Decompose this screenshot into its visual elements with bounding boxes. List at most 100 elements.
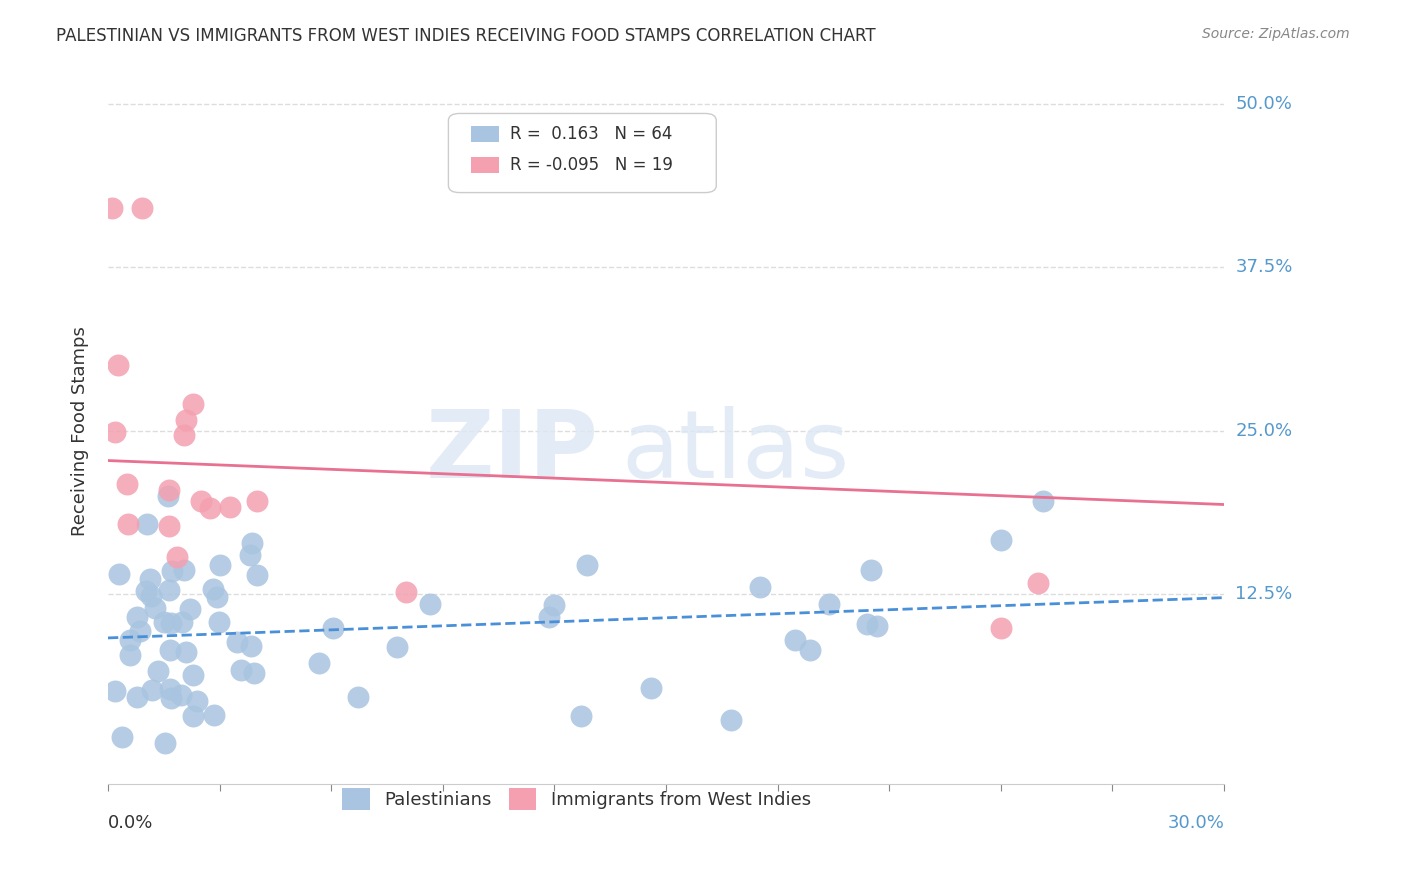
Text: 12.5%: 12.5%	[1236, 585, 1292, 603]
Point	[159, 642, 181, 657]
Point	[118, 633, 141, 648]
Point	[576, 558, 599, 573]
Point	[170, 615, 193, 630]
Point	[125, 690, 148, 704]
Point	[242, 665, 264, 680]
Point	[394, 585, 416, 599]
Point	[799, 642, 821, 657]
Point	[174, 644, 197, 658]
Point	[198, 500, 221, 515]
Point	[115, 476, 138, 491]
Legend: Palestinians, Immigrants from West Indies: Palestinians, Immigrants from West Indie…	[335, 780, 818, 817]
Point	[186, 694, 208, 708]
Point	[170, 688, 193, 702]
Point	[246, 568, 269, 582]
Point	[240, 639, 263, 653]
Point	[990, 533, 1012, 547]
Point	[160, 691, 183, 706]
Point	[229, 663, 252, 677]
Point	[125, 610, 148, 624]
Point	[240, 535, 263, 549]
Point	[146, 664, 169, 678]
Point	[181, 708, 204, 723]
Point	[111, 731, 134, 745]
Point	[139, 572, 162, 586]
Point	[156, 489, 179, 503]
Point	[166, 549, 188, 564]
Point	[1026, 576, 1049, 591]
Point	[117, 517, 139, 532]
Point	[104, 684, 127, 698]
Point	[322, 621, 344, 635]
Point	[143, 601, 166, 615]
Point	[387, 640, 409, 654]
Point	[162, 565, 184, 579]
Text: 0.0%: 0.0%	[108, 814, 153, 832]
Point	[205, 590, 228, 604]
Point	[817, 597, 839, 611]
Point	[225, 635, 247, 649]
Point	[543, 598, 565, 612]
Text: R = -0.095   N = 19: R = -0.095 N = 19	[510, 156, 672, 174]
Point	[107, 566, 129, 581]
Point	[855, 616, 877, 631]
Point	[181, 668, 204, 682]
FancyBboxPatch shape	[449, 113, 716, 193]
Point	[749, 580, 772, 594]
Point	[860, 563, 883, 577]
Point	[219, 500, 242, 515]
Point	[135, 516, 157, 531]
Point	[153, 737, 176, 751]
Point	[103, 425, 125, 439]
Point	[239, 549, 262, 563]
Text: PALESTINIAN VS IMMIGRANTS FROM WEST INDIES RECEIVING FOOD STAMPS CORRELATION CHA: PALESTINIAN VS IMMIGRANTS FROM WEST INDI…	[56, 27, 876, 45]
Point	[866, 619, 889, 633]
Point	[120, 648, 142, 662]
Point	[190, 494, 212, 508]
Text: 30.0%: 30.0%	[1167, 814, 1225, 832]
Point	[159, 681, 181, 696]
Point	[720, 713, 742, 727]
Text: atlas: atlas	[621, 406, 849, 498]
Point	[537, 610, 560, 624]
Point	[131, 201, 153, 215]
Point	[174, 412, 197, 426]
Point	[157, 483, 180, 497]
Point	[100, 201, 122, 215]
Point	[179, 602, 201, 616]
Text: 25.0%: 25.0%	[1236, 422, 1292, 440]
Text: 37.5%: 37.5%	[1236, 258, 1292, 277]
Text: 50.0%: 50.0%	[1236, 95, 1292, 112]
Text: R =  0.163   N = 64: R = 0.163 N = 64	[510, 125, 672, 143]
Point	[1032, 494, 1054, 508]
Point	[569, 709, 592, 723]
Point	[157, 582, 180, 597]
Point	[640, 681, 662, 695]
Point	[990, 621, 1012, 635]
Point	[209, 558, 232, 572]
Text: ZIP: ZIP	[426, 406, 599, 498]
Bar	[471, 157, 499, 173]
Point	[181, 397, 204, 411]
Point	[419, 597, 441, 611]
Y-axis label: Receiving Food Stamps: Receiving Food Stamps	[72, 326, 89, 535]
Point	[202, 707, 225, 722]
Point	[173, 563, 195, 577]
Point	[785, 633, 807, 648]
Point	[246, 493, 269, 508]
Point	[152, 615, 174, 629]
Point	[347, 690, 370, 705]
Point	[141, 682, 163, 697]
Point	[160, 615, 183, 630]
Point	[208, 615, 231, 629]
Point	[157, 519, 180, 533]
Point	[173, 427, 195, 442]
Text: Source: ZipAtlas.com: Source: ZipAtlas.com	[1202, 27, 1350, 41]
Point	[202, 582, 225, 596]
Point	[107, 358, 129, 372]
Point	[139, 589, 162, 603]
Point	[308, 657, 330, 671]
Bar	[471, 126, 499, 142]
Point	[129, 624, 152, 639]
Point	[135, 584, 157, 599]
